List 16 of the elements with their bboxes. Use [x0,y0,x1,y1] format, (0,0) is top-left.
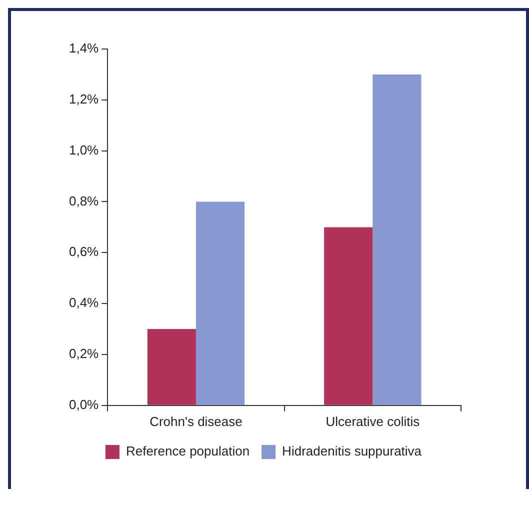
bar [324,227,373,405]
y-tick-label: 0,0% [68,396,100,412]
y-tick-label: 0,2% [68,346,100,362]
bar [372,74,422,405]
bar [147,329,196,405]
y-tick-label: 1,4% [68,40,100,56]
y-tick-label: 0,4% [68,295,100,310]
y-tick-label: 0,8% [68,193,100,208]
x-tick-label: Crohn's disease [150,414,242,429]
bar [196,202,245,405]
y-tick-label: 0,6% [68,244,100,260]
legend-label: Reference population [126,444,250,459]
y-tick-label: 1,2% [68,91,100,106]
y-tick-label: 1,0% [68,142,100,158]
x-tick-label: Ulcerative colitis [326,414,420,429]
legend-label: Hidradenitis suppurativa [282,444,422,459]
